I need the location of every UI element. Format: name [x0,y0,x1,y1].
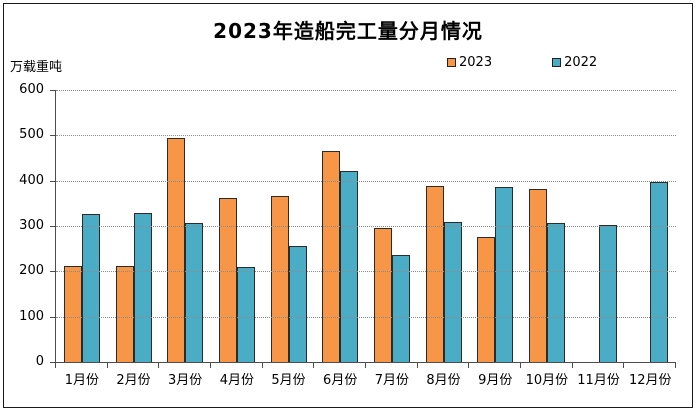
category-11月份: 11月份 [573,90,625,388]
y-tick-mark-400 [50,180,55,182]
x-axis-label-8月份: 8月份 [426,373,461,388]
category-1月份: 1月份 [56,90,108,388]
x-tick-mark-4 [261,363,263,368]
x-tick-mark-2 [158,363,160,368]
category-7月份: 7月份 [366,90,418,388]
gridline-200 [56,271,676,273]
y-tick-label-200: 200 [19,263,44,279]
plot-area: 1月份 2月份 3月份 4月份 5月份 6月份 7月份 8月份 9月份 10月份 11月份 12月份 [55,90,676,388]
bar-2023-4月份 [218,197,237,362]
bar-2022-11月份 [598,224,617,362]
x-axis-label-1月份: 1月份 [64,373,99,388]
y-tick-label-600: 600 [19,82,44,97]
x-tick-mark-8 [468,363,470,368]
bar-2022-10月份 [546,222,565,362]
x-tick-mark-10 [571,363,573,368]
category-8月份: 8月份 [418,90,470,388]
legend-item-2023: 2023 [447,55,492,70]
bar-2023-5月份 [270,195,289,362]
bar-pair-7月份 [373,227,410,362]
category-row: 1月份 2月份 3月份 4月份 5月份 6月份 7月份 8月份 9月份 10月份 11月份 12月份 [56,90,676,388]
gridline-600 [56,90,676,91]
x-axis-label-10月份: 10月份 [525,373,569,388]
bar-2022-9月份 [495,187,514,362]
y-axis-unit-label: 万载重吨 [10,60,63,75]
y-tick-mark-0 [50,362,55,363]
legend-item-2022: 2022 [552,55,597,70]
y-tick-mark-200 [50,271,55,273]
category-5月份: 5月份 [263,90,315,388]
bar-2022-6月份 [340,170,359,362]
bar-2022-2月份 [133,213,152,362]
bar-2023-2月份 [115,266,134,362]
bar-2022-3月份 [185,222,204,362]
bar-pair-6月份 [322,151,359,362]
bar-2023-6月份 [322,151,341,362]
y-tick-label-300: 300 [19,218,44,233]
gridline-400 [56,180,676,182]
bar-2022-1月份 [81,214,100,362]
gridline-300 [56,226,676,227]
bar-2023-7月份 [373,227,392,362]
bar-2023-8月份 [425,185,444,362]
y-tick-mark-600 [50,90,55,91]
legend-label-2022: 2022 [564,55,598,70]
bar-pair-4月份 [218,197,255,362]
x-axis-label-11月份: 11月份 [577,373,620,388]
bar-pair-9月份 [477,187,514,362]
category-2月份: 2月份 [108,90,160,388]
legend: 2023 2022 [447,55,597,70]
x-tick-mark-6 [365,363,366,368]
bar-pair-5月份 [270,195,307,362]
x-axis-label-9月份: 9月份 [478,373,513,388]
bar-pair-10月份 [528,189,565,362]
x-axis-label-3月份: 3月份 [168,373,203,388]
gridline-500 [56,135,676,137]
category-10月份: 10月份 [521,90,573,388]
category-6月份: 6月份 [314,90,366,388]
x-tick-mark-3 [210,363,211,368]
y-tick-label-0: 0 [35,354,44,369]
x-tick-mark-12 [675,363,676,368]
x-axis-label-5月份: 5月份 [271,373,306,388]
legend-swatch-2023 [447,58,456,67]
bar-2022-7月份 [391,255,410,362]
x-tick-mark-7 [416,363,418,368]
y-tick-label-100: 100 [19,308,44,324]
legend-swatch-2022 [552,58,562,67]
bar-2022-5月份 [288,245,307,362]
bar-pair-8月份 [425,185,462,362]
x-axis-label-12月份: 12月份 [628,373,672,388]
category-3月份: 3月份 [159,90,211,388]
y-tick-mark-300 [50,226,55,227]
bar-2022-4月份 [236,266,255,362]
chart-title: 2023年造船完工量分月情况 [213,19,483,43]
x-axis-label-6月份: 6月份 [323,373,358,388]
x-axis-label-7月份: 7月份 [374,373,409,388]
bar-2023-10月份 [528,189,547,362]
legend-label-2023: 2023 [459,55,493,70]
bar-2023-3月份 [167,138,186,362]
y-tick-label-400: 400 [19,172,44,188]
y-tick-label-500: 500 [19,127,44,143]
x-tick-mark-5 [313,363,315,368]
y-tick-mark-100 [50,316,55,318]
bar-2022-8月份 [443,221,462,362]
bar-pair-1月份 [63,214,100,362]
x-axis-label-4月份: 4月份 [219,373,254,388]
y-tick-mark-500 [50,135,55,137]
bar-2023-1月份 [63,266,82,362]
x-tick-mark-11 [623,363,625,368]
x-tick-mark-1 [106,363,108,368]
x-tick-mark-0 [55,363,56,368]
bar-pair-2月份 [115,213,152,362]
gridline-100 [56,316,676,318]
bar-pair-3月份 [167,138,204,362]
x-tick-mark-9 [520,363,521,368]
category-4月份: 4月份 [211,90,263,388]
category-9月份: 9月份 [469,90,521,388]
bar-2023-9月份 [477,237,496,362]
x-axis-label-2月份: 2月份 [116,373,151,388]
bar-pair-11月份 [581,224,617,362]
